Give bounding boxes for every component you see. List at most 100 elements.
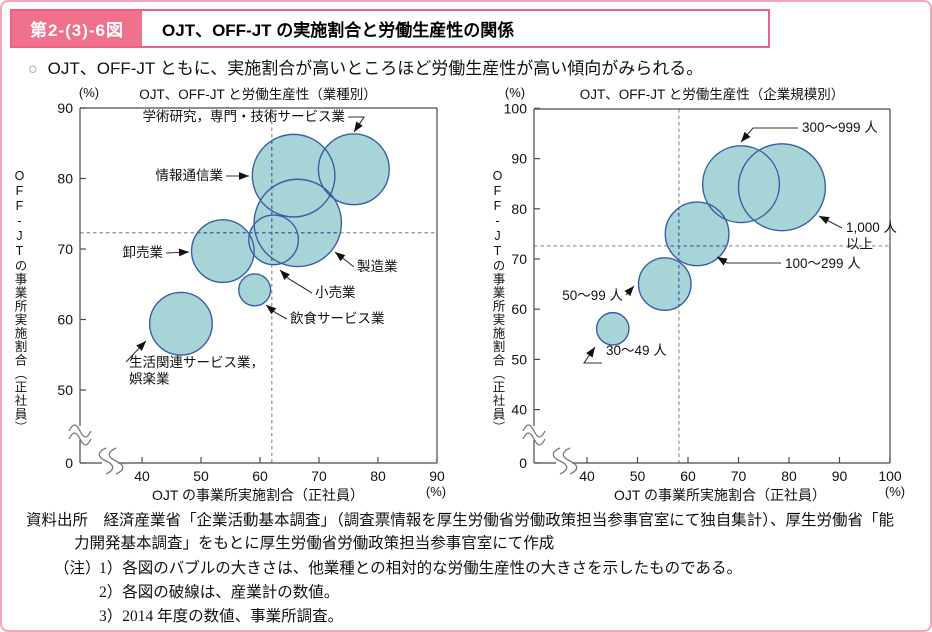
bubble-label: 小売業 — [315, 285, 356, 300]
annotation-arrowhead-icon — [335, 252, 346, 262]
bubble-outline — [248, 214, 300, 266]
source-text-1: 経済産業省「企業活動基本調査」（調査票情報を厚生労働省労働政策担当参事官室にて独… — [103, 512, 895, 529]
y-tick-label: 70 — [511, 251, 527, 267]
chart-title: OJT、OFF-JT と労働生産性（業種別） — [139, 87, 377, 102]
bubble-fill — [665, 202, 729, 266]
annotation-arrowhead-icon — [586, 347, 595, 358]
notes-label: （注） — [54, 560, 101, 577]
x-axis-break-icon — [562, 447, 578, 475]
bubble-fill — [738, 143, 826, 231]
bubble-outline — [253, 178, 343, 268]
x-tick-label: 100 — [878, 468, 902, 484]
source-label: 資料出所 — [26, 512, 89, 529]
bubble-label: 100～299 人 — [785, 256, 861, 271]
bubble-outline — [317, 133, 390, 206]
x-tick-label: 80 — [781, 468, 797, 484]
bubble-fill — [638, 257, 692, 311]
bubble-outline — [637, 257, 692, 312]
bubble-fill — [596, 312, 629, 345]
y-tick-label: 60 — [511, 301, 527, 317]
x-tick-label: 70 — [311, 468, 327, 484]
bubble-label: 卸売業 — [123, 245, 164, 260]
y-axis-break-icon — [68, 432, 92, 446]
figure-header: 第2-(3)-6図 OJT、OFF-JT の実施割合と労働生産性の関係 — [10, 9, 770, 48]
bubble-label: 1,000 人 — [846, 220, 898, 235]
y-axis-unit-label: (%) — [79, 86, 99, 100]
bubble-fill — [318, 133, 390, 205]
x-axis-title: OJT の事業所実施割合（正社員） — [614, 487, 826, 503]
bubble-label: 50～99 人 — [562, 288, 623, 303]
x-tick-label: 90 — [429, 468, 445, 484]
annotation-arrowhead-icon — [624, 286, 634, 297]
bubble-fill — [238, 273, 271, 306]
x-axis-break-icon — [108, 447, 124, 475]
annotation-arrowhead-icon — [741, 131, 751, 142]
bubble-label: 以上 — [846, 237, 873, 252]
bubble-outline — [737, 143, 827, 232]
bubble-label: 娯楽業 — [129, 372, 170, 387]
bubble-outline — [238, 273, 272, 307]
bubble-label: 飲食サービス業 — [290, 310, 385, 326]
note-2: 2）各図の破線は、産業計の数値。 — [99, 584, 340, 601]
bubble-fill — [149, 292, 213, 355]
y-axis-break-icon — [68, 424, 92, 438]
y-tick-label: 0 — [519, 455, 527, 471]
bubble-chart-by-company-size: 40 50 60 70 80 90 100 100 90 80 70 60 50 40 0 (%) (%) OJT… — [504, 86, 905, 503]
y-axis-title-right: OFF-JTの事業所実施割合（正社員） — [490, 169, 505, 435]
figure-number-badge: 第2-(3)-6図 — [12, 11, 143, 46]
x-axis-unit-label: (%) — [426, 484, 446, 499]
bubble-label: 製造業 — [357, 259, 398, 274]
bubble-outline — [664, 201, 730, 267]
x-tick-label: 40 — [134, 468, 150, 484]
annotation-arrowhead-icon — [717, 257, 728, 266]
key-point-line: ○ OJT、OFF-JT ともに、実施割合が高いところほど労働生産性が高い傾向がみ… — [28, 54, 703, 79]
bubble-fill — [191, 219, 255, 283]
x-tick-label: 70 — [731, 468, 747, 484]
figure-title: OJT、OFF-JT の実施割合と労働生産性の関係 — [162, 21, 515, 40]
circle-bullet-icon: ○ — [28, 61, 38, 78]
x-axis-break-icon — [98, 447, 114, 475]
x-tick-label: 60 — [252, 468, 268, 484]
y-tick-label: 80 — [511, 201, 527, 217]
y-axis-break-icon — [522, 424, 546, 438]
y-axis-unit-label: (%) — [505, 86, 525, 100]
bubble-fill — [248, 215, 299, 265]
bubble-outline — [595, 311, 630, 346]
key-point-text: OJT、OFF-JT ともに、実施割合が高いところほど労働生産性が高い傾向がみら… — [47, 59, 704, 78]
y-tick-label: 90 — [57, 100, 73, 116]
bubble-label: 30～49 人 — [606, 343, 667, 358]
bubble-outline — [701, 145, 781, 224]
x-tick-label: 80 — [370, 468, 386, 484]
bubble-outline — [190, 219, 255, 284]
x-axis-unit-label: (%) — [885, 484, 905, 499]
x-tick-label: 90 — [832, 468, 848, 484]
bubble-label: 生活関連サービス業， — [129, 355, 264, 370]
y-tick-label: 90 — [511, 151, 527, 167]
x-tick-label: 50 — [630, 468, 646, 484]
note-1: 1）各図のバブルの大きさは、他業種との相対的な労働生産性の大きさを示したものであ… — [99, 560, 742, 577]
bubble-outline — [251, 133, 336, 218]
annotation-arrowhead-icon — [266, 305, 277, 315]
annotation-arrowhead-icon — [239, 172, 249, 180]
y-tick-label: 50 — [511, 351, 527, 367]
y-axis-break-icon — [522, 432, 546, 446]
bubble-label: 学術研究，専門・技術サービス業 — [143, 109, 346, 124]
x-tick-label: 50 — [193, 468, 209, 484]
annotation-arrowhead-icon — [178, 248, 189, 257]
annotation-arrowhead-icon — [819, 216, 830, 225]
note-3: 3）2014 年度の数値、事業所調査。 — [99, 608, 344, 625]
x-tick-label: 60 — [680, 468, 696, 484]
y-axis-title-left: OFF-JTの事業所実施割合（正社員） — [12, 169, 27, 435]
annotation-arrowhead-icon — [280, 270, 290, 280]
x-axis-title: OJT の事業所実施割合（正社員） — [152, 487, 364, 503]
y-tick-label: 40 — [511, 402, 527, 418]
source-line-2: 力開発基本調査」をもとに厚生労働省労働政策担当参事官室にて作成 — [74, 535, 555, 552]
annotation-arrowhead-icon — [354, 121, 363, 132]
y-tick-label: 100 — [504, 100, 528, 116]
bubble-label: 300～999 人 — [802, 120, 878, 135]
annotation-arrowhead-icon — [136, 341, 146, 351]
y-tick-label: 50 — [57, 382, 73, 398]
annotation-leader-line — [740, 127, 798, 143]
bubble-outline — [148, 291, 213, 356]
